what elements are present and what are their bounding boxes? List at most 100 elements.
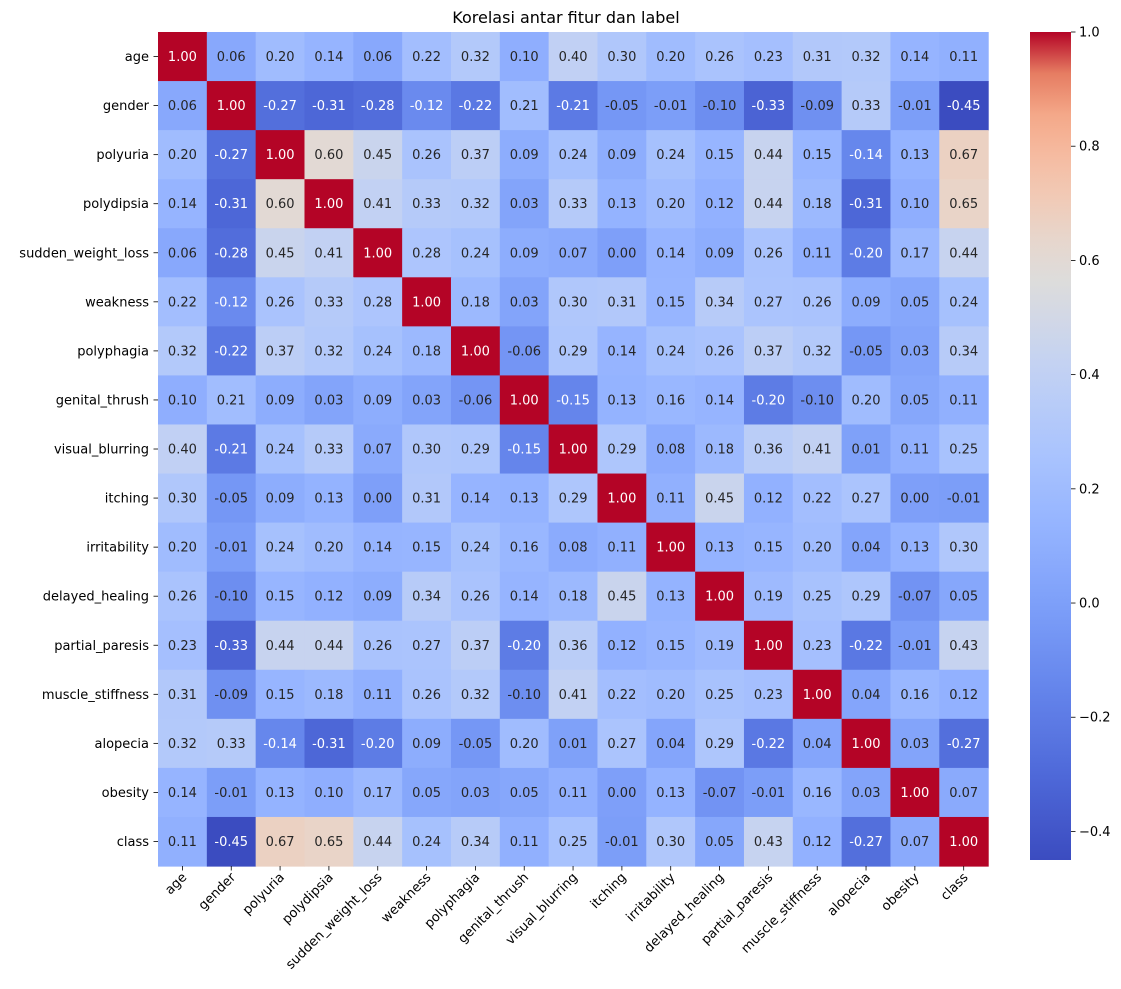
heatmap-cell-weakness-visual-blurring <box>548 277 599 327</box>
heatmap-cell-polyuria-delayed-healing <box>695 130 745 180</box>
heatmap-cell-genital-thrush-obesity <box>890 375 940 426</box>
heatmap-cell-value: 0.41 <box>363 197 392 212</box>
heatmap-cell-gender-genital-thrush <box>499 81 550 131</box>
heatmap-cell-value: 0.03 <box>510 295 539 310</box>
heatmap-cell-class-itching <box>597 816 647 867</box>
heatmap-cell-value: 0.24 <box>461 246 490 261</box>
heatmap-cell-value: 0.05 <box>900 393 929 408</box>
heatmap-cell-value: 0.37 <box>266 344 295 359</box>
heatmap-cell-polydipsia-age <box>158 179 208 229</box>
heatmap-cell-value: 0.29 <box>559 492 588 507</box>
y-tick-label-polydipsia: polydipsia <box>83 197 149 212</box>
heatmap-cell-value: 0.15 <box>266 590 295 605</box>
heatmap-cell-value: 0.05 <box>412 786 441 801</box>
heatmap-cell-irritability-obesity <box>890 522 940 573</box>
heatmap-cell-gender-obesity <box>890 81 940 131</box>
heatmap-cell-value: -0.22 <box>752 737 786 752</box>
heatmap-cell-irritability-polydipsia <box>304 522 354 573</box>
heatmap-cell-value: 0.11 <box>363 688 392 703</box>
heatmap-cell-value: 0.28 <box>412 246 441 261</box>
heatmap-cell-value: 0.36 <box>754 443 783 458</box>
heatmap-cell-alopecia-class <box>939 718 989 769</box>
y-tick-label-polyuria: polyuria <box>96 148 149 163</box>
heatmap-cell-value: -0.45 <box>947 99 981 114</box>
heatmap-cell-value: 0.14 <box>168 786 197 801</box>
heatmap-cell-itching-polyphagia <box>450 473 501 524</box>
heatmap-cell-delayed-healing-genital-thrush <box>499 571 550 622</box>
heatmap-cell-value: 0.26 <box>803 295 832 310</box>
heatmap-cell-polyphagia-gender <box>206 326 257 377</box>
heatmap-cell-partial-paresis-gender <box>206 620 257 671</box>
colorbar-tick-label: 0.8 <box>1079 140 1100 155</box>
heatmap-cell-class-irritability <box>646 816 696 867</box>
heatmap-cell-value: 0.41 <box>803 443 832 458</box>
heatmap-cell-polyuria-weakness <box>402 130 452 180</box>
heatmap-cell-value: 1.00 <box>559 443 588 458</box>
heatmap-cell-irritability-class <box>939 522 989 573</box>
heatmap-cell-value: 0.25 <box>559 835 588 850</box>
heatmap-cell-gender-age <box>158 81 208 131</box>
y-tick-label-obesity: obesity <box>102 786 150 801</box>
heatmap-cell-polydipsia-partial-paresis <box>743 179 794 229</box>
x-tick-label-age: age <box>163 870 191 898</box>
heatmap-cell-muscle-stiffness-alopecia <box>841 669 892 720</box>
colorbar-tick-label: 0.6 <box>1079 254 1100 269</box>
heatmap-cell-value: -0.09 <box>800 99 834 114</box>
heatmap-cell-value: 0.60 <box>314 148 343 163</box>
heatmap-cell-polydipsia-sudden-weight-loss <box>353 179 403 229</box>
heatmap-cell-value: 0.11 <box>656 492 685 507</box>
heatmap-cell-value: 0.04 <box>852 688 881 703</box>
heatmap-cell-weakness-delayed-healing <box>695 277 745 327</box>
heatmap-cell-age-obesity <box>890 32 940 82</box>
heatmap-cell-visual-blurring-gender <box>206 424 257 475</box>
heatmap-cell-visual-blurring-obesity <box>890 424 940 475</box>
heatmap-cell-sudden-weight-loss-itching <box>597 228 647 278</box>
y-tick-label-delayed-healing: delayed_healing <box>43 590 149 605</box>
heatmap-cell-muscle-stiffness-polydipsia <box>304 669 354 720</box>
heatmap-cell-value: 0.32 <box>168 344 197 359</box>
heatmap-cell-sudden-weight-loss-polyphagia <box>450 228 501 278</box>
heatmap-cell-value: 0.32 <box>461 688 490 703</box>
y-tick-label-age: age <box>125 50 149 65</box>
heatmap-cell-value: 1.00 <box>656 541 685 556</box>
heatmap-cell-value: 0.29 <box>461 443 490 458</box>
y-tick-label-alopecia: alopecia <box>94 737 149 752</box>
heatmap-cell-value: 0.27 <box>607 737 636 752</box>
heatmap-cell-polydipsia-delayed-healing <box>695 179 745 229</box>
heatmap-cell-value: 0.14 <box>656 246 685 261</box>
heatmap-cell-sudden-weight-loss-irritability <box>646 228 696 278</box>
heatmap-cell-visual-blurring-genital-thrush <box>499 424 550 475</box>
colorbar-tick-label: −0.4 <box>1079 825 1111 840</box>
heatmap-cell-value: 0.45 <box>705 492 734 507</box>
heatmap-cell-value: 0.18 <box>412 344 441 359</box>
heatmap-cell-polydipsia-alopecia <box>841 179 892 229</box>
heatmap-cell-delayed-healing-partial-paresis <box>743 571 794 622</box>
heatmap-cell-polyuria-alopecia <box>841 130 892 180</box>
heatmap-cell-value: -0.45 <box>214 835 248 850</box>
y-tick-label-weakness: weakness <box>85 295 149 310</box>
heatmap-cell-weakness-polyuria <box>255 277 306 327</box>
heatmap-cell-value: 0.18 <box>314 688 343 703</box>
heatmap-cell-value: 0.32 <box>461 197 490 212</box>
heatmap-cell-age-itching <box>597 32 647 82</box>
heatmap-cell-value: 0.45 <box>607 590 636 605</box>
heatmap-cell-obesity-partial-paresis <box>743 767 794 818</box>
heatmap-cell-value: 0.12 <box>314 590 343 605</box>
heatmap-cell-value: 0.16 <box>510 541 539 556</box>
heatmap-cell-alopecia-itching <box>597 718 647 769</box>
heatmap-cell-value: 0.33 <box>217 737 246 752</box>
heatmap-cell-value: -0.01 <box>654 99 688 114</box>
heatmap-cell-value: 0.09 <box>510 246 539 261</box>
heatmap-cell-value: -0.01 <box>947 492 981 507</box>
heatmap-cell-age-polyphagia <box>450 32 501 82</box>
heatmap-cell-value: -0.12 <box>214 295 248 310</box>
heatmap-cell-value: 0.24 <box>363 344 392 359</box>
heatmap-cell-itching-class <box>939 473 989 524</box>
heatmap-cell-irritability-genital-thrush <box>499 522 550 573</box>
heatmap-cell-value: 0.45 <box>266 246 295 261</box>
heatmap-cell-polyphagia-alopecia <box>841 326 892 377</box>
heatmap-cell-value: 0.44 <box>754 197 783 212</box>
heatmap-cell-gender-weakness <box>402 81 452 131</box>
heatmap-cell-value: 0.37 <box>461 639 490 654</box>
heatmap-cell-value: 0.41 <box>559 688 588 703</box>
